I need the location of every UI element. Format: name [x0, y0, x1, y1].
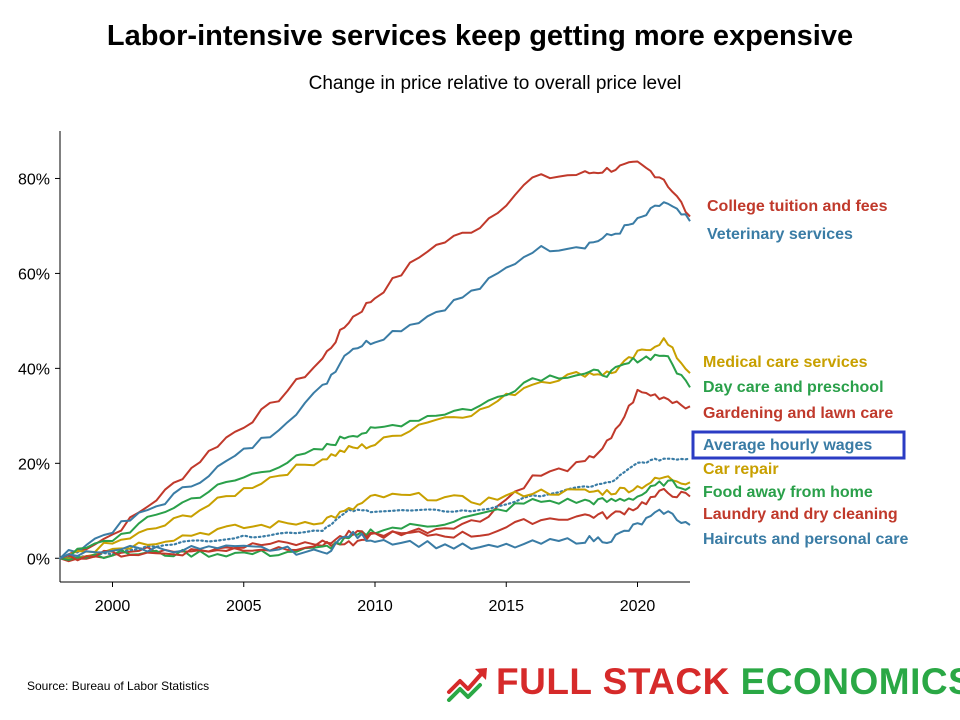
series-label: College tuition and fees — [707, 198, 888, 215]
series-line-food-away-from-home — [59, 479, 691, 561]
series-labels: College tuition and fees Veterinary servi… — [691, 198, 909, 548]
series-line-day-care-and-preschool — [59, 353, 691, 560]
series-label: Gardening and lawn care — [703, 405, 893, 422]
series-line-haircuts-and-personal-care — [59, 508, 691, 560]
y-tick-label: 60% — [18, 266, 50, 283]
brand-word-economics: ECONOMICS — [740, 661, 960, 702]
chart-title: Labor-intensive services keep getting mo… — [106, 20, 854, 52]
highlight-box — [691, 430, 906, 460]
y-tick-label: 80% — [18, 171, 50, 188]
series-label: Food away from home — [703, 484, 873, 501]
series-label: Average hourly wages — [703, 437, 872, 454]
series-line-college-tuition-and-fees — [59, 160, 691, 560]
y-tick-label: 20% — [18, 456, 50, 473]
series-line-laundry-and-dry-cleaning — [59, 487, 691, 562]
y-tick-label: 0% — [27, 551, 50, 568]
source-note: Source: Bureau of Labor Statistics — [27, 679, 210, 693]
x-tick-label: 2020 — [620, 598, 656, 615]
series-line-medical-care-services — [59, 337, 691, 560]
series-line-gardening-and-lawn-care — [59, 388, 691, 563]
plot-area — [58, 160, 692, 563]
series-line-average-hourly-wages — [58, 457, 692, 560]
chart-subtitle: Change in price relative to overall pric… — [308, 73, 682, 94]
x-tick-label: 2005 — [226, 598, 262, 615]
y-tick-label: 40% — [18, 361, 50, 378]
brand-word-full-stack: FULL STACK — [496, 661, 730, 702]
series-label: Laundry and dry cleaning — [703, 506, 898, 523]
brand-name: FULL STACK ECONOMICS — [496, 661, 960, 703]
series-label: Haircuts and personal care — [703, 531, 909, 548]
series-label: Medical care services — [703, 354, 868, 371]
x-tick-label: 2000 — [95, 598, 131, 615]
series-label: Day care and preschool — [703, 379, 884, 396]
series-line-car-repair — [59, 475, 691, 560]
series-line-veterinary-services — [59, 201, 691, 560]
series-label: Veterinary services — [707, 226, 853, 243]
axes: 0% 20% 40% 60% 80% 2000 2005 2010 2015 2020 — [18, 131, 690, 615]
x-tick-label: 2010 — [357, 598, 393, 615]
brand-logo: FULL STACK ECONOMICS — [446, 660, 960, 704]
series-label: Car repair — [703, 461, 779, 478]
line-chart: 0% 20% 40% 60% 80% 2000 2005 2010 2015 2020 Colle… — [18, 131, 909, 615]
trend-arrow-icon — [447, 668, 487, 702]
x-tick-label: 2015 — [488, 598, 524, 615]
